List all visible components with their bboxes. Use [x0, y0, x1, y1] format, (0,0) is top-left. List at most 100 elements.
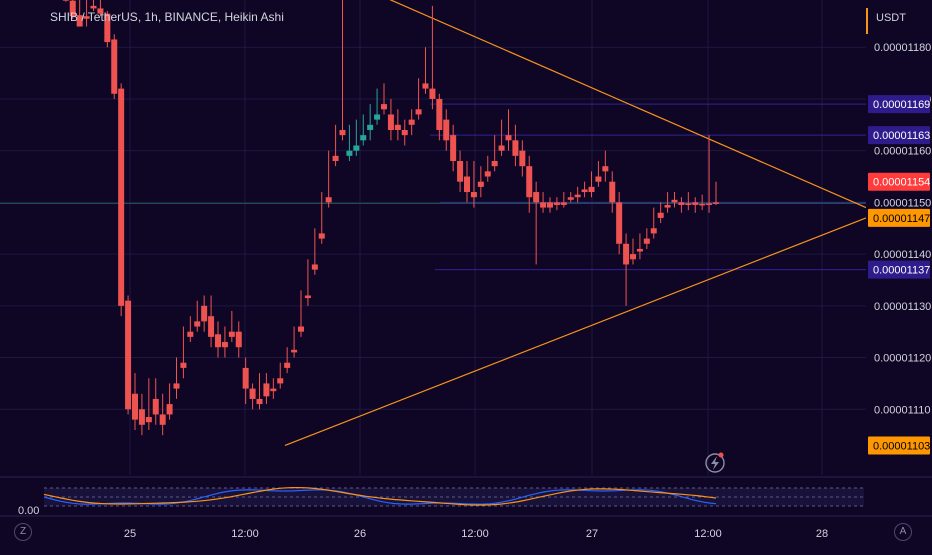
candle-body: [304, 295, 311, 299]
candle-body: [69, 0, 76, 17]
candle-body: [180, 362, 187, 368]
price-badge-bg: [868, 208, 930, 227]
candle-body: [152, 398, 159, 415]
candle-body: [332, 155, 339, 162]
time-tick-label: 28: [816, 528, 828, 540]
trendline-lower: [284, 217, 867, 447]
candle-body: [547, 202, 553, 208]
candle-body: [339, 129, 346, 136]
candles: [62, 0, 719, 436]
candle-body: [318, 233, 325, 239]
candle-body: [636, 248, 643, 252]
candle-body: [263, 383, 270, 397]
candle-body: [713, 202, 719, 204]
oscillator-pane: [0, 476, 932, 517]
candle-body: [477, 181, 484, 187]
candle-body: [76, 15, 83, 27]
candle-body: [235, 331, 242, 348]
time-tick-label: 12:00: [694, 528, 722, 540]
candle-body: [602, 166, 609, 172]
time-axis[interactable]: 25 12:00 26 12:00 27 12:00 28: [124, 528, 828, 540]
candle-body: [567, 197, 574, 200]
candle-body: [553, 202, 560, 205]
candle-body: [436, 98, 443, 130]
candle-body: [367, 124, 374, 130]
lightning-icon: [705, 453, 725, 473]
candle-body: [173, 383, 180, 389]
candle-body: [284, 362, 291, 368]
time-tick-label: 26: [354, 528, 366, 540]
candle-body: [394, 124, 401, 130]
price-tick-label: 0.00001110: [874, 404, 930, 416]
zoom-icon[interactable]: Z: [14, 523, 32, 541]
candle-body: [346, 150, 353, 156]
price-badge-label: 0.00001169: [873, 99, 930, 111]
price-badge-bg: [868, 126, 930, 145]
trendline-upper: [389, 0, 867, 209]
candle-body: [429, 88, 436, 99]
price-tick-label: 0.00001150: [874, 197, 931, 209]
price-tick-label: 0.00001130: [874, 301, 931, 313]
price-tick-label: 0.00001190: [874, 0, 931, 3]
price-badge-label: 0.00001163: [873, 130, 930, 142]
candle-body: [692, 202, 699, 205]
candle-body: [574, 194, 581, 198]
candle-body: [450, 135, 457, 162]
candle-body: [194, 321, 201, 327]
candle-body: [228, 331, 235, 337]
symbol-title: SHIB / TetherUS, 1h, BINANCE, Heikin Ash…: [50, 10, 284, 24]
candle-body: [415, 109, 422, 115]
candle-body: [560, 202, 567, 205]
candle-body: [325, 197, 332, 203]
price-tick-label: 0.00001160: [874, 146, 931, 158]
candle-body: [643, 238, 650, 244]
candle-body: [187, 331, 194, 337]
candle-body: [249, 388, 256, 399]
candle-body: [678, 202, 685, 205]
auto-scale-icon[interactable]: A: [894, 523, 912, 541]
price-axis[interactable]: 0.000011900.000011800.000011700.00001160…: [866, 0, 932, 475]
candle-body: [353, 145, 360, 151]
candle-body: [215, 334, 221, 348]
candle-body: [90, 5, 97, 9]
candle-body: [609, 181, 616, 203]
candle-body: [166, 404, 173, 415]
horizontal-levels: [0, 103, 866, 271]
price-tick-label: 0.00001180: [874, 42, 931, 54]
candle-body: [270, 388, 277, 392]
trendlines[interactable]: [284, 0, 867, 447]
price-badge-label: 0.00001137: [873, 265, 930, 277]
candle-body: [360, 135, 367, 141]
price-badge-bg: [868, 436, 930, 455]
candle-body: [291, 349, 298, 353]
candle-body: [298, 326, 304, 332]
price-badge-label: 0.00001147: [873, 213, 930, 225]
price-badge-bg: [868, 172, 930, 191]
candle-body: [519, 150, 526, 167]
price-badge-bg: [868, 95, 930, 114]
candle-body: [595, 176, 602, 182]
candle-body: [443, 119, 450, 141]
price-axis-bg: [866, 0, 932, 475]
candle-body: [588, 186, 595, 193]
candle-body: [685, 203, 692, 205]
candle-body: [630, 254, 636, 260]
candle-body: [201, 305, 208, 322]
price-badge-bg: [868, 260, 930, 279]
stoch-d-line: [43, 487, 717, 506]
alert-dot: [718, 452, 724, 458]
candle-body: [277, 378, 284, 384]
candle-body: [464, 176, 470, 193]
candle-body: [145, 417, 152, 423]
alert-icon-group[interactable]: [705, 452, 725, 473]
candle-body: [470, 192, 477, 198]
stoch-k-line: [43, 489, 717, 505]
candle-body: [671, 199, 678, 203]
candle-body: [657, 212, 664, 218]
candle-body: [623, 243, 630, 265]
candle-body: [159, 414, 166, 425]
currency-button[interactable]: USDT: [866, 8, 926, 34]
candle-body: [104, 13, 111, 43]
